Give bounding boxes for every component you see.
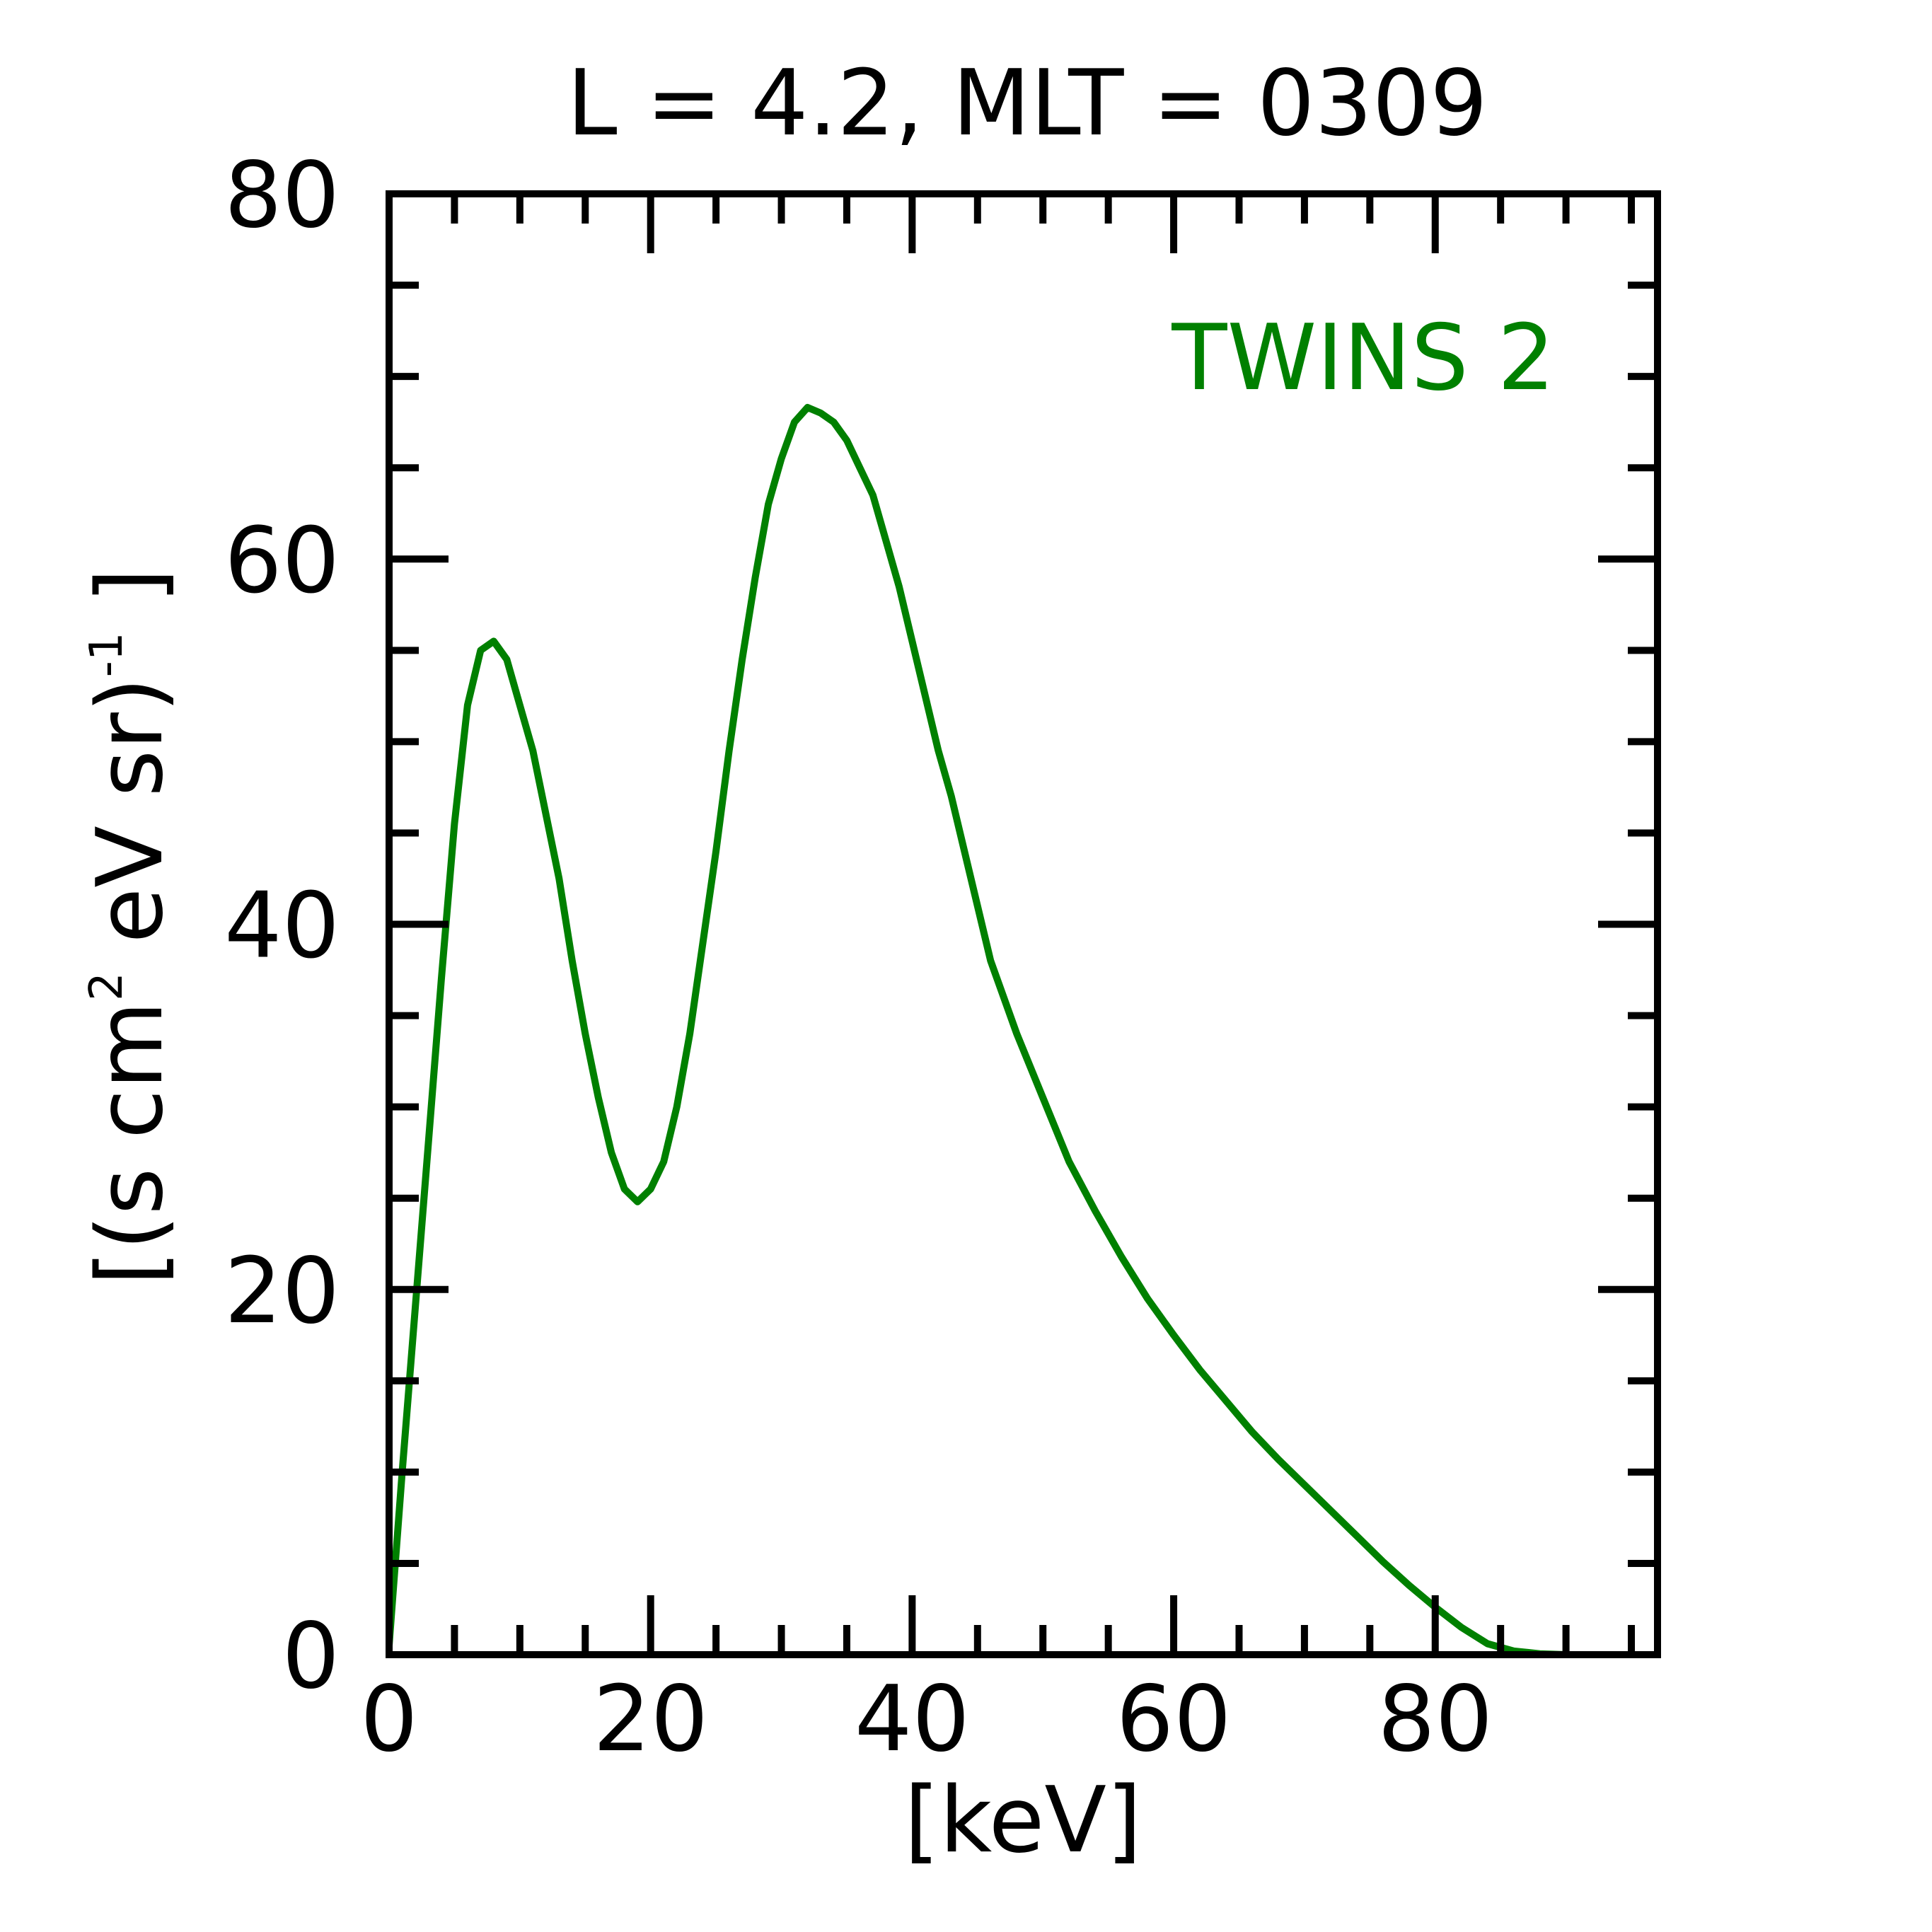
chart-title: L = 4.2, MLT = 0309	[567, 51, 1488, 156]
y-label-sup2: -1	[81, 632, 133, 677]
x-tick-label: 60	[1116, 1667, 1232, 1772]
x-tick-label: 0	[360, 1667, 417, 1772]
x-tick-label: 80	[1377, 1667, 1493, 1772]
y-label-prefix: [(s cm	[78, 1001, 183, 1285]
y-label-suffix: ]	[78, 568, 183, 632]
series-layer	[386, 404, 1658, 1658]
plot-frame	[386, 190, 1661, 1658]
y-tick-label: 60	[224, 508, 340, 613]
tick-labels-layer: 0 20 40 60 80 0 20 40 60 80	[224, 143, 1493, 1772]
x-tick-label: 20	[593, 1667, 708, 1772]
y-axis-label: [(s cm2 eV sr)-1 ]	[78, 568, 183, 1285]
y-tick-label: 0	[282, 1604, 340, 1709]
x-axis-label: [keV]	[904, 1768, 1142, 1873]
legend-label: TWINS 2	[1171, 306, 1555, 411]
y-label-sup1: 2	[81, 972, 133, 1001]
y-label-middle: eV sr)	[78, 677, 183, 972]
y-tick-label: 40	[224, 874, 340, 979]
ticks-layer	[386, 190, 1658, 1658]
y-tick-label: 20	[224, 1239, 340, 1344]
series-line-0	[386, 404, 1658, 1658]
y-tick-label: 80	[224, 143, 340, 248]
x-tick-label: 40	[855, 1667, 970, 1772]
